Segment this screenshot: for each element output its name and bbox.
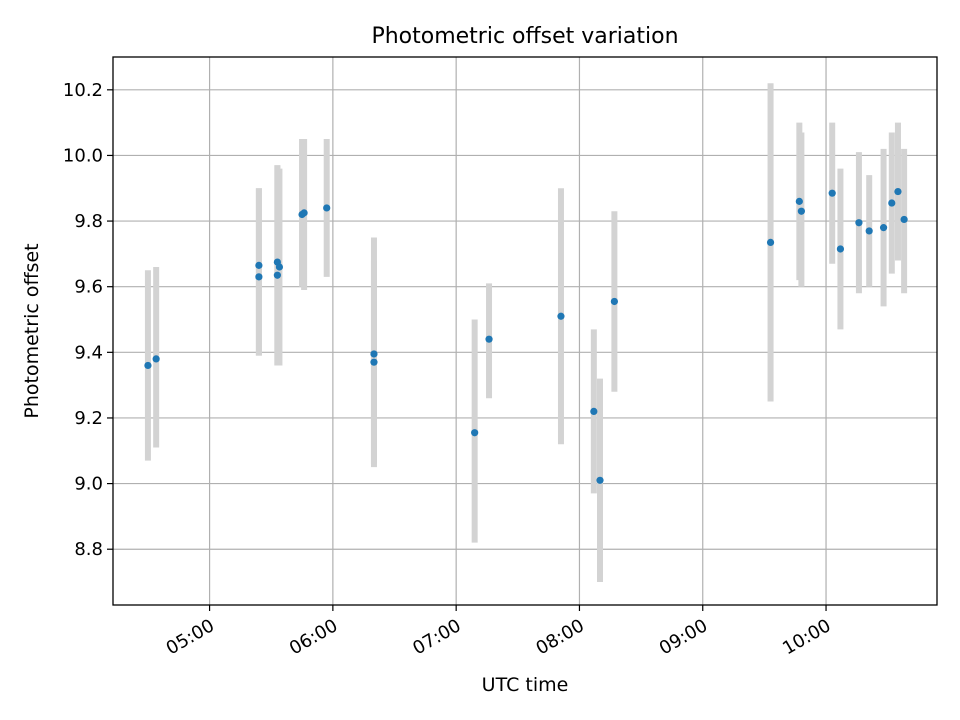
data-point [879, 224, 888, 232]
data-point [596, 476, 604, 484]
data-point [370, 358, 378, 366]
data-point [795, 197, 803, 205]
data-point [557, 312, 565, 320]
x-axis-label: UTC time [482, 674, 569, 696]
data-point [590, 407, 598, 415]
chart-title: Photometric offset variation [371, 24, 678, 49]
x-tick-label: 08:00 [533, 615, 588, 659]
y-axis-label: Photometric offset [21, 243, 43, 418]
data-point [275, 263, 284, 271]
data-point [152, 355, 160, 363]
x-tick-label: 06:00 [286, 615, 341, 659]
x-tick-label: 09:00 [656, 615, 711, 659]
data-point [255, 261, 263, 269]
y-tick-label: 9.6 [74, 277, 103, 298]
y-tick-label: 9.8 [74, 211, 103, 232]
plot-background [113, 57, 937, 605]
data-point [855, 219, 863, 227]
data-point [900, 215, 908, 224]
y-tick-label: 10.2 [63, 80, 103, 101]
y-tick-label: 9.0 [74, 474, 103, 495]
data-point [828, 189, 836, 197]
data-point [370, 350, 378, 358]
data-point [255, 273, 263, 281]
data-point [894, 187, 902, 196]
x-tick-label: 05:00 [163, 615, 218, 659]
y-tick-label: 9.2 [74, 408, 103, 429]
data-points [144, 187, 908, 484]
data-point [836, 245, 845, 253]
plot-frame [112, 56, 938, 606]
data-point [865, 227, 873, 235]
data-point [766, 238, 775, 247]
data-point [144, 361, 152, 370]
data-point [273, 271, 281, 279]
data-point [610, 297, 618, 306]
x-tick-label: 10:00 [779, 615, 834, 659]
y-tick-label: 10.0 [63, 145, 103, 166]
data-point [471, 429, 479, 437]
data-point [300, 209, 308, 217]
x-tick-label: 07:00 [409, 615, 464, 659]
data-point [797, 207, 805, 215]
data-point [888, 199, 896, 207]
y-tick-label: 8.8 [74, 539, 103, 560]
data-point [485, 335, 493, 343]
y-tick-label: 9.4 [74, 342, 103, 363]
data-point [323, 204, 331, 212]
